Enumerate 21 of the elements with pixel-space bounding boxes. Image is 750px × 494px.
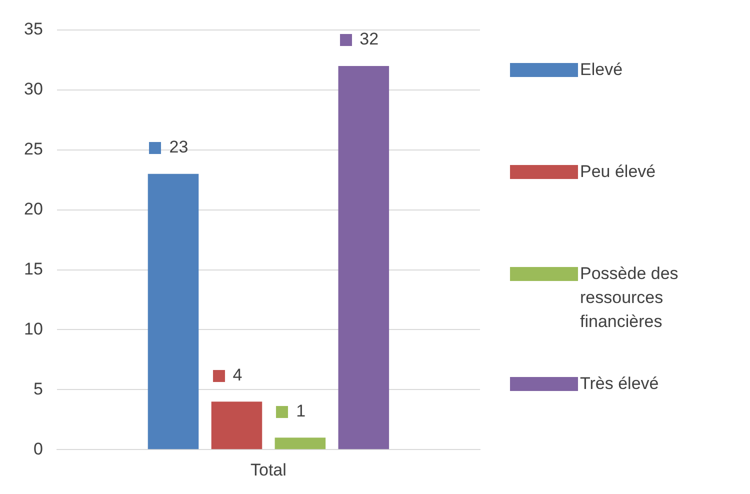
data-label: 23 bbox=[169, 138, 188, 157]
data-label: 4 bbox=[232, 365, 242, 384]
data-label: 1 bbox=[296, 401, 306, 420]
bar bbox=[148, 174, 199, 450]
x-tick-label: Total bbox=[250, 460, 286, 480]
legend-label: Possède des ressources financières bbox=[580, 263, 680, 333]
legend-label: Elevé bbox=[580, 59, 624, 81]
y-tick-label: 35 bbox=[24, 20, 43, 39]
bar bbox=[274, 438, 326, 450]
y-tick-label: 25 bbox=[24, 140, 43, 159]
y-tick-label: 0 bbox=[33, 439, 43, 458]
bar bbox=[211, 402, 262, 450]
y-tick-label: 30 bbox=[24, 80, 43, 99]
y-tick-label: 5 bbox=[33, 379, 43, 398]
y-tick-label: 10 bbox=[24, 319, 43, 338]
bar bbox=[338, 66, 390, 450]
y-tick-label: 15 bbox=[24, 259, 43, 278]
legend-label: Peu élevé bbox=[580, 161, 657, 183]
y-tick-label: 20 bbox=[24, 200, 43, 219]
legend-label: Très élevé bbox=[580, 373, 660, 395]
data-label: 32 bbox=[360, 30, 379, 49]
